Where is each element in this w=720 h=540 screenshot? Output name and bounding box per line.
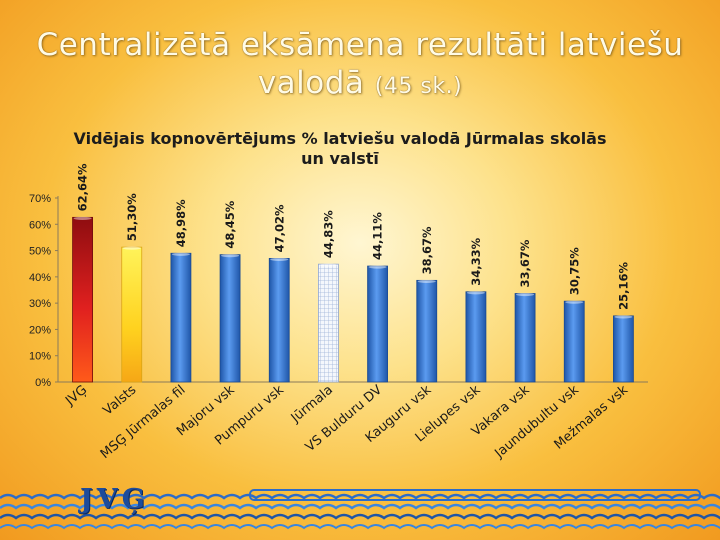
- bar: [613, 315, 634, 383]
- bar-highlight: [171, 252, 190, 256]
- bar-highlight: [270, 257, 289, 262]
- data-label: 30,75%: [567, 247, 581, 295]
- brand-logo: JVĢ: [80, 484, 149, 515]
- x-tick-label: Jaundubultu vsk: [491, 382, 582, 462]
- bar: [367, 265, 388, 383]
- data-label: 62,64%: [76, 163, 90, 211]
- chart-title: Vidējais kopnovērtējums % latviešu valod…: [73, 129, 607, 168]
- bar: [170, 252, 192, 383]
- y-tick-label: 60%: [29, 219, 51, 231]
- bar-highlight: [466, 291, 485, 295]
- bar-highlight: [221, 254, 240, 258]
- x-tick-label: Jūrmala: [288, 383, 336, 427]
- data-label: 44,83%: [321, 210, 335, 258]
- bar: [72, 216, 93, 383]
- bar-highlight: [614, 315, 633, 319]
- x-tick-label: Valsts: [100, 382, 139, 418]
- y-tick-label: 40%: [29, 272, 51, 284]
- bar: [219, 254, 241, 383]
- bar-highlight: [565, 300, 584, 304]
- data-label: 25,16%: [616, 261, 630, 309]
- x-tick-label: MSĢ Jūrmalas fil: [98, 383, 189, 462]
- data-label: 48,45%: [223, 200, 237, 248]
- y-tick-label: 30%: [29, 298, 51, 310]
- bar: [465, 291, 487, 383]
- wave-line: [0, 493, 720, 500]
- bar: [416, 279, 438, 383]
- data-label: 33,67%: [518, 239, 532, 287]
- bar-highlight: [319, 263, 338, 267]
- bar: [514, 293, 536, 383]
- bar-highlight: [417, 279, 436, 283]
- y-tick-label: 50%: [29, 246, 51, 258]
- slide-title: Centralizētā eksāmena rezultāti latviešu…: [20, 26, 700, 106]
- slide-title-sub: (45 sk.): [374, 74, 463, 99]
- bar: [318, 263, 339, 383]
- data-label: 34,33%: [469, 237, 483, 285]
- bar-highlight: [516, 292, 535, 297]
- data-label: 47,02%: [272, 204, 286, 252]
- y-tick-label: 0%: [35, 377, 51, 389]
- bar-highlight: [73, 216, 92, 220]
- bar: [563, 300, 585, 383]
- x-tick-label: JVĢ: [62, 383, 90, 410]
- bar: [121, 246, 143, 383]
- wave-line: [0, 513, 720, 520]
- data-label: 38,67%: [420, 226, 434, 274]
- y-tick-label: 70%: [29, 193, 51, 205]
- y-tick-label: 10%: [29, 351, 51, 363]
- wave-band: [249, 489, 701, 501]
- bar: [268, 258, 290, 383]
- y-tick-label: 20%: [29, 324, 51, 336]
- data-label: 48,98%: [174, 199, 188, 247]
- wave-line: [0, 503, 720, 510]
- slide-title-main: Centralizētā eksāmena rezultāti latviešu…: [36, 27, 684, 101]
- wave-line: [0, 524, 720, 530]
- data-label: 51,30%: [125, 193, 139, 241]
- bar-highlight: [368, 265, 387, 269]
- wave-decoration: [0, 489, 720, 530]
- bar-highlight: [122, 246, 141, 250]
- data-label: 44,11%: [371, 212, 385, 260]
